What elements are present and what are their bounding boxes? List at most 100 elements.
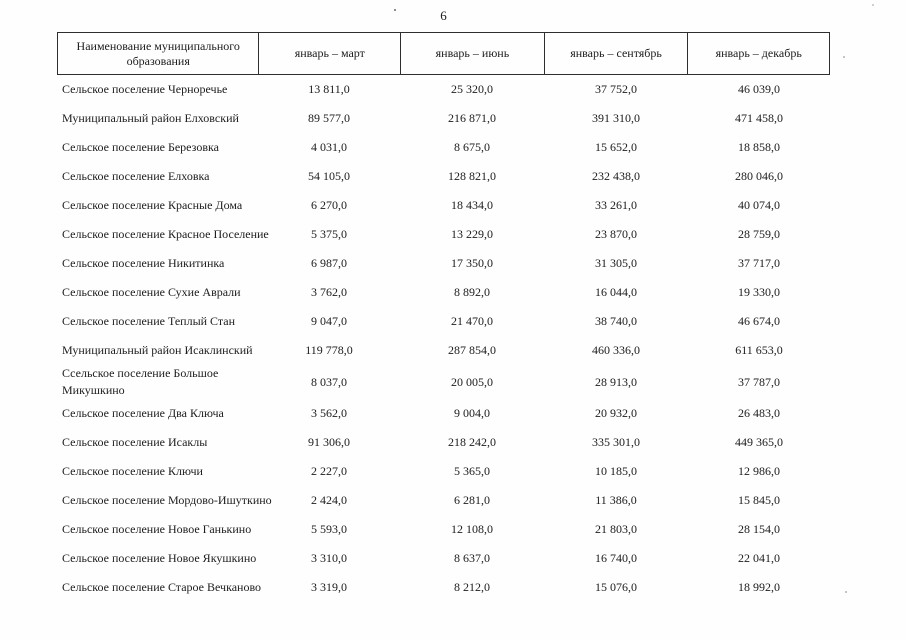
row-value: 391 310,0: [592, 111, 640, 125]
row-value: 449 365,0: [735, 435, 783, 449]
row-value: 13 811,0: [308, 82, 350, 96]
scan-artifact: [872, 4, 874, 6]
row-value: 8 637,0: [454, 551, 490, 565]
row-value: 28 759,0: [738, 227, 780, 241]
budget-table: Наименование муниципального образования …: [57, 32, 830, 602]
table-row: Сельское поселение Сухие Аврали 3 762,0 …: [57, 278, 830, 307]
row-municipality-name: Сельское поселение Черноречье: [62, 82, 228, 96]
row-value: 287 854,0: [448, 343, 496, 357]
row-value: 471 458,0: [735, 111, 783, 125]
row-value: 10 185,0: [595, 464, 637, 478]
row-municipality-name: Сельское поселение Теплый Стан: [62, 314, 236, 328]
table-row: Сельское поселение Никитинка 6 987,0 17 …: [57, 249, 830, 278]
row-value: 15 845,0: [738, 493, 780, 507]
row-value: 46 674,0: [738, 314, 780, 328]
row-value: 9 047,0: [311, 314, 347, 328]
row-value: 20 005,0: [451, 374, 493, 389]
table-row: Ссельское поселение Большое Микушкино 8 …: [57, 365, 830, 399]
row-value: 5 365,0: [454, 464, 490, 478]
row-value: 4 031,0: [311, 140, 347, 154]
table-row: Сельское поселение Красные Дома 6 270,0 …: [57, 191, 830, 220]
row-value: 9 004,0: [454, 406, 490, 420]
row-value: 12 986,0: [738, 464, 780, 478]
table-row: Сельское поселение Черноречье 13 811,0 2…: [57, 75, 830, 104]
row-value: 8 892,0: [454, 285, 490, 299]
row-value: 31 305,0: [595, 256, 637, 270]
row-value: 37 752,0: [595, 82, 637, 96]
row-value: 335 301,0: [592, 435, 640, 449]
row-value: 5 375,0: [311, 227, 347, 241]
row-value: 8 212,0: [454, 580, 490, 594]
row-value: 3 562,0: [311, 406, 347, 420]
row-value: 18 434,0: [451, 198, 493, 212]
row-value: 12 108,0: [451, 522, 493, 536]
row-municipality-name: Сельское поселение Мордово-Ишуткино: [62, 493, 272, 507]
row-value: 218 242,0: [448, 435, 496, 449]
row-value: 26 483,0: [738, 406, 780, 420]
row-value: 216 871,0: [448, 111, 496, 125]
table-row: Сельское поселение Мордово-Ишуткино 2 42…: [57, 486, 830, 515]
row-value: 46 039,0: [738, 82, 780, 96]
row-value: 19 330,0: [738, 285, 780, 299]
row-value: 128 821,0: [448, 169, 496, 183]
row-value: 15 652,0: [595, 140, 637, 154]
row-value: 54 105,0: [308, 169, 350, 183]
row-value: 17 350,0: [451, 256, 493, 270]
table-body: Сельское поселение Черноречье 13 811,0 2…: [57, 75, 830, 602]
row-value: 91 306,0: [308, 435, 350, 449]
row-municipality-name: Сельское поселение Красное Поселение: [62, 227, 269, 241]
row-municipality-name: Сельское поселение Елховка: [62, 169, 210, 183]
row-value: 37 787,0: [738, 374, 780, 389]
row-municipality-name: Муниципальный район Исаклинский: [62, 343, 253, 357]
row-value: 21 470,0: [451, 314, 493, 328]
table-row: Сельское поселение Красное Поселение 5 3…: [57, 220, 830, 249]
row-value: 119 778,0: [305, 343, 353, 357]
row-municipality-name: Сельское поселение Новое Якушкино: [62, 551, 257, 565]
row-value: 23 870,0: [595, 227, 637, 241]
row-municipality-name: Сельское поселение Новое Ганькино: [62, 522, 252, 536]
table-row: Муниципальный район Елховский 89 577,0 2…: [57, 104, 830, 133]
row-value: 28 154,0: [738, 522, 780, 536]
row-value: 280 046,0: [735, 169, 783, 183]
row-municipality-name: Сельское поселение Ключи: [62, 464, 203, 478]
page-number: 6: [440, 8, 447, 23]
row-municipality-name: Сельское поселение Красные Дома: [62, 198, 243, 212]
row-value: 18 992,0: [738, 580, 780, 594]
row-value: 20 932,0: [595, 406, 637, 420]
table-row: Сельское поселение Теплый Стан 9 047,0 2…: [57, 307, 830, 336]
table-row: Сельское поселение Новое Якушкино 3 310,…: [57, 544, 830, 573]
column-header-jan-dec: январь – декабрь: [687, 33, 829, 74]
row-value: 18 858,0: [738, 140, 780, 154]
row-value: 40 074,0: [738, 198, 780, 212]
row-value: 33 261,0: [595, 198, 637, 212]
column-header-jan-sep: январь – сентябрь: [543, 33, 688, 74]
row-value: 6 281,0: [454, 493, 490, 507]
row-municipality-name: Ссельское поселение Большое Микушкино: [62, 366, 219, 397]
row-value: 15 076,0: [595, 580, 637, 594]
row-value: 11 386,0: [595, 493, 637, 507]
row-value: 25 320,0: [451, 82, 493, 96]
row-municipality-name: Муниципальный район Елховский: [62, 111, 239, 125]
row-value: 2 424,0: [311, 493, 347, 507]
row-value: 16 740,0: [595, 551, 637, 565]
row-value: 16 044,0: [595, 285, 637, 299]
table-row: Сельское поселение Старое Вечканово 3 31…: [57, 573, 830, 602]
row-value: 5 593,0: [311, 522, 347, 536]
row-value: 2 227,0: [311, 464, 347, 478]
row-municipality-name: Сельское поселение Никитинка: [62, 256, 225, 270]
row-municipality-name: Сельское поселение Старое Вечканово: [62, 580, 262, 594]
table-row: Муниципальный район Исаклинский 119 778,…: [57, 336, 830, 365]
row-value: 28 913,0: [595, 374, 637, 389]
table-row: Сельское поселение Два Ключа 3 562,0 9 0…: [57, 399, 830, 428]
row-municipality-name: Сельское поселение Исаклы: [62, 435, 208, 449]
row-value: 89 577,0: [308, 111, 350, 125]
row-value: 3 310,0: [311, 551, 347, 565]
row-value: 232 438,0: [592, 169, 640, 183]
table-row: Сельское поселение Елховка 54 105,0 128 …: [57, 162, 830, 191]
scan-artifact: [845, 591, 847, 593]
table-row: Сельское поселение Ключи 2 227,0 5 365,0…: [57, 457, 830, 486]
row-municipality-name: Сельское поселение Два Ключа: [62, 406, 224, 420]
row-value: 6 987,0: [311, 256, 347, 270]
row-value: 611 653,0: [735, 343, 783, 357]
